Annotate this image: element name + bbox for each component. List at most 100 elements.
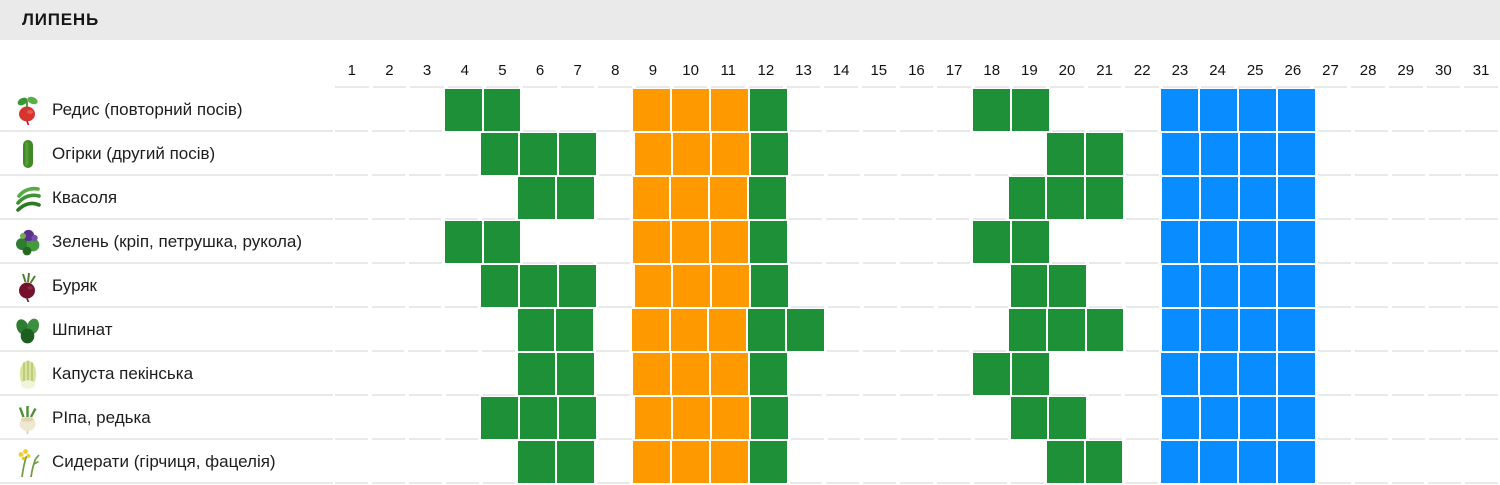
day-cell-30 (1426, 308, 1463, 352)
spinach-icon (14, 313, 42, 347)
day-cell-14 (826, 264, 863, 308)
day-cell-19 (1009, 396, 1049, 440)
day-cell-17 (935, 220, 972, 264)
day-cell-18 (971, 308, 1008, 352)
day-cell-24 (1199, 88, 1238, 132)
crop-row: Редис (повторний посів) (0, 88, 1500, 132)
day-cell-18 (973, 396, 1010, 440)
crop-row: Буряк (0, 264, 1500, 308)
day-cell-8 (597, 132, 634, 176)
day-cell-20 (1046, 176, 1086, 220)
day-cell-11 (709, 176, 748, 220)
day-cell-19 (1009, 440, 1046, 484)
day-cell-14 (826, 132, 863, 176)
day-cell-24 (1199, 440, 1238, 484)
day-cell-1 (333, 440, 370, 484)
day-cell-16 (898, 440, 935, 484)
crop-label: Квасоля (52, 188, 118, 207)
day-cell-18 (973, 132, 1010, 176)
day-tick-1: 1 (333, 40, 371, 88)
day-cell-10 (670, 440, 710, 484)
day-cell-10 (672, 132, 712, 176)
day-cell-10 (672, 396, 712, 440)
day-cell-1 (333, 308, 370, 352)
day-cell-7 (558, 220, 595, 264)
day-cell-7 (557, 264, 597, 308)
day-cell-4 (443, 264, 480, 308)
day-cell-9 (633, 264, 673, 308)
day-cell-18 (972, 440, 1009, 484)
day-cell-29 (1390, 132, 1427, 176)
day-cell-25 (1238, 132, 1278, 176)
day-cell-28 (1353, 88, 1390, 132)
day-cell-30 (1427, 264, 1464, 308)
crop-row-label: Зелень (кріп, петрушка, рукола) (0, 220, 333, 264)
day-cell-22 (1124, 396, 1161, 440)
day-cell-21 (1087, 352, 1124, 396)
day-cell-14 (824, 440, 861, 484)
day-cell-2 (370, 308, 407, 352)
day-cell-15 (862, 132, 899, 176)
day-tick-2: 2 (371, 40, 409, 88)
green-beans-icon (14, 181, 42, 215)
day-cell-31 (1463, 440, 1500, 484)
day-cell-12 (747, 176, 787, 220)
day-tick-5: 5 (484, 40, 522, 88)
day-cell-2 (370, 264, 407, 308)
day-tick-24: 24 (1199, 40, 1237, 88)
day-cell-21 (1087, 220, 1124, 264)
day-cell-1 (333, 352, 370, 396)
day-tick-15: 15 (860, 40, 898, 88)
day-cell-11 (709, 440, 749, 484)
crop-row-label: Редис (повторний посів) (0, 88, 333, 132)
day-cell-11 (709, 88, 749, 132)
day-cell-19 (1010, 352, 1050, 396)
day-tick-28: 28 (1349, 40, 1387, 88)
day-cell-11 (709, 352, 749, 396)
day-cell-25 (1238, 220, 1277, 264)
day-cell-28 (1353, 220, 1390, 264)
crop-row-label: Сидерати (гірчиця, фацелія) (0, 440, 333, 484)
day-cell-9 (633, 132, 673, 176)
day-cell-11 (709, 220, 749, 264)
day-cell-1 (333, 264, 370, 308)
day-tick-10: 10 (672, 40, 710, 88)
day-cell-8 (595, 176, 632, 220)
day-cell-21 (1085, 176, 1125, 220)
day-cell-23 (1160, 264, 1200, 308)
day-cell-17 (936, 132, 973, 176)
crop-label: Редис (повторний посів) (52, 100, 243, 119)
herbs-icon (14, 225, 42, 259)
day-cell-2 (370, 220, 407, 264)
day-cell-26 (1277, 132, 1317, 176)
day-cell-6 (519, 132, 558, 176)
day-cell-27 (1316, 264, 1353, 308)
day-tick-23: 23 (1161, 40, 1199, 88)
day-cell-23 (1160, 132, 1200, 176)
day-cell-14 (824, 352, 861, 396)
day-cell-19 (1009, 264, 1049, 308)
day-cell-4 (443, 132, 480, 176)
day-cell-16 (897, 176, 934, 220)
day-cell-23 (1160, 88, 1200, 132)
day-cell-15 (860, 176, 897, 220)
day-cell-5 (480, 176, 517, 220)
crop-row-label: РІпа, редька (0, 396, 333, 440)
day-cell-23 (1160, 176, 1200, 220)
day-cell-15 (861, 352, 898, 396)
day-tick-19: 19 (1011, 40, 1049, 88)
day-cell-26 (1276, 440, 1316, 484)
day-header-grid: 1 2 3 4 5 6 7 8 9 10 11 12 13 14 15 16 17 18 19 20 21 22 23 24 2… (333, 40, 1500, 88)
day-cell-13 (788, 88, 825, 132)
day-cell-1 (333, 88, 370, 132)
day-cell-10 (670, 176, 710, 220)
day-cell-27 (1316, 176, 1353, 220)
day-cell-4 (444, 440, 481, 484)
day-cell-27 (1316, 132, 1353, 176)
day-cell-3 (407, 176, 444, 220)
day-cell-17 (934, 176, 971, 220)
day-cell-20 (1045, 440, 1085, 484)
day-tick-26: 26 (1274, 40, 1312, 88)
day-cell-6 (517, 440, 557, 484)
day-cell-30 (1427, 132, 1464, 176)
